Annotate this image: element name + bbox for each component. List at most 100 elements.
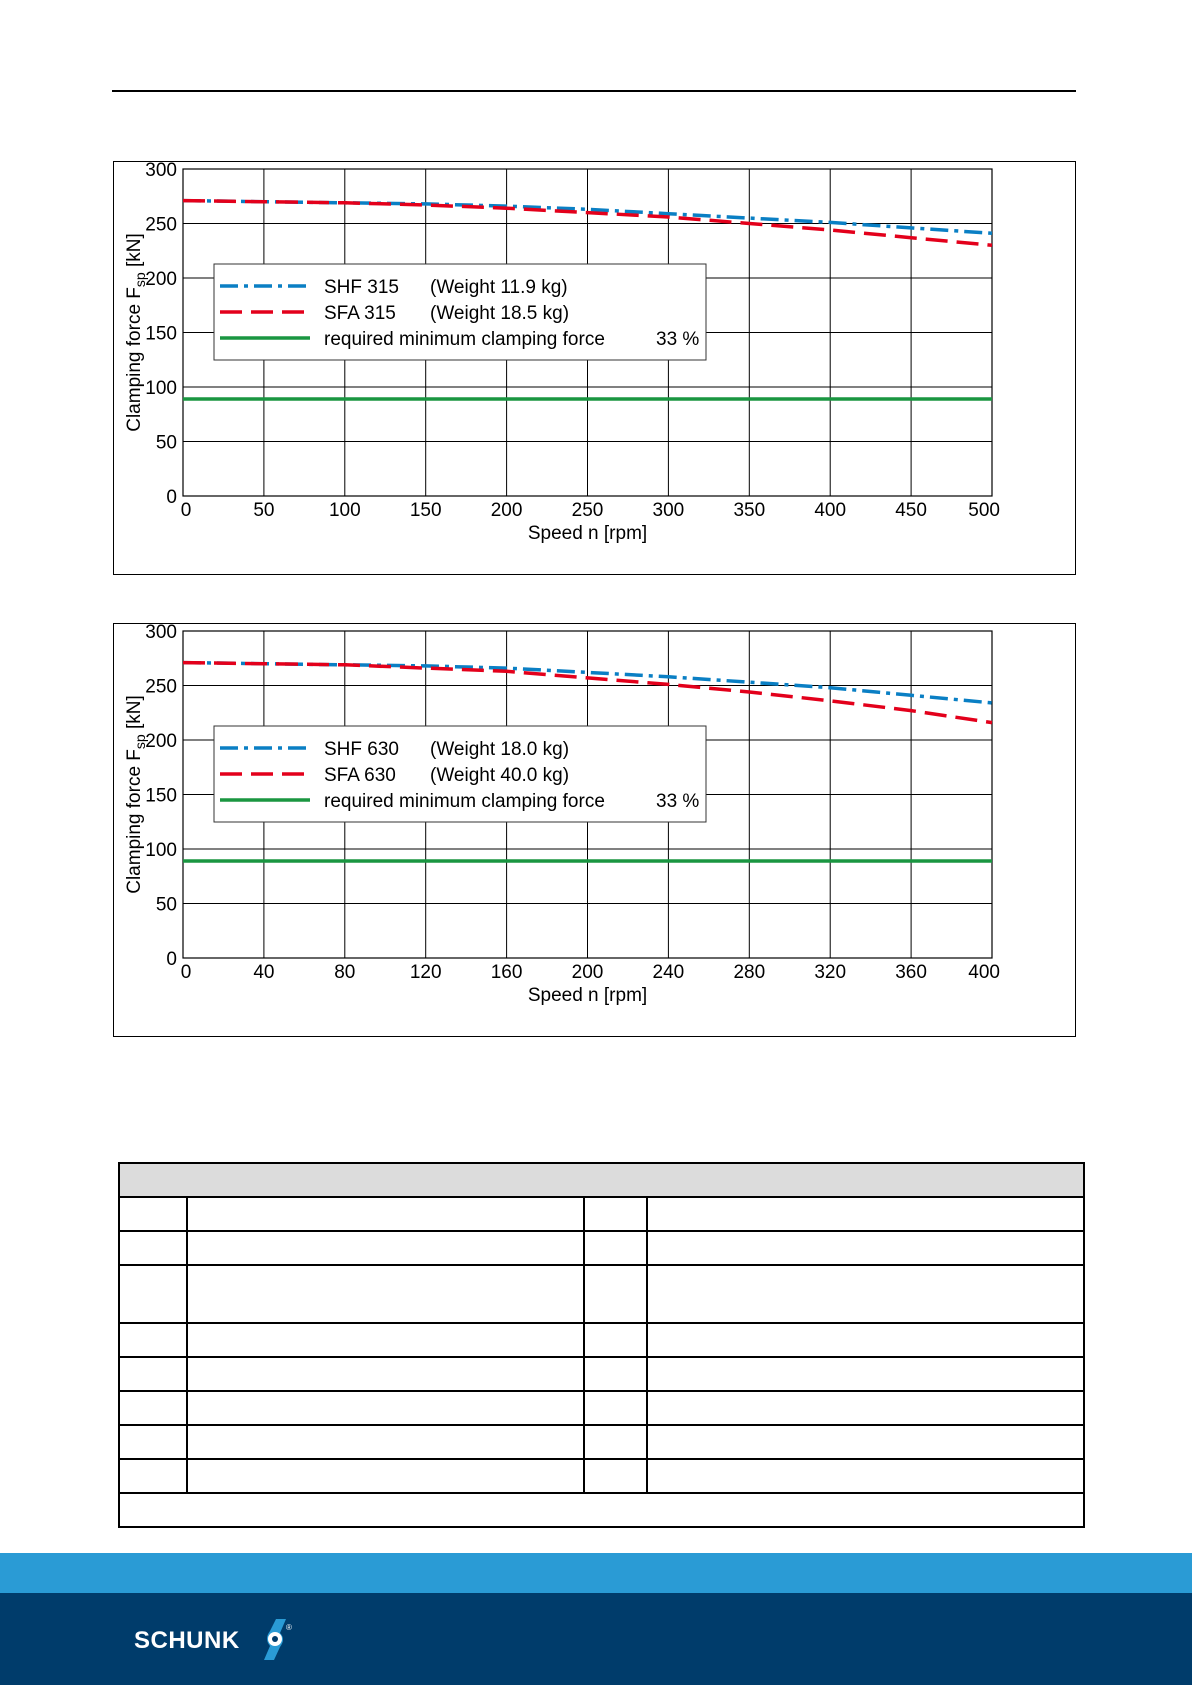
table-row [118, 1264, 1085, 1324]
y-tick-label: 100 [145, 378, 177, 399]
table-cell [118, 1424, 188, 1460]
legend-label: required minimum clamping force [324, 791, 605, 812]
y-axis-label-subscript: sp [132, 734, 148, 749]
plot-area [182, 630, 993, 959]
series-line [182, 198, 993, 248]
table-cell [186, 1424, 585, 1460]
data-table [118, 1162, 1085, 1528]
legend-note: (Weight 40.0 kg) [430, 765, 569, 786]
table-cell [583, 1196, 648, 1232]
y-tick-label: 150 [145, 786, 177, 807]
legend-label: SHF 630 [324, 739, 399, 760]
table-cell [186, 1458, 585, 1494]
table-cell [118, 1264, 188, 1324]
footer-accent-stripe [0, 1553, 1192, 1593]
legend-label: SHF 315 [324, 277, 399, 298]
x-tick-label: 280 [733, 962, 765, 983]
legend: SHF 315 (Weight 11.9 kg) SFA 315 (Weight 18… [213, 263, 707, 361]
table-row [118, 1322, 1085, 1358]
x-axis-label: Speed n [rpm] [528, 985, 647, 1006]
clamping-force-chart-315: 0 50 100 150 200 250 300 350 400 450 500 0 50 100 150 2… [113, 160, 1076, 575]
table-cell [186, 1264, 585, 1324]
table-row [118, 1356, 1085, 1392]
table-cell [583, 1322, 648, 1358]
table-cell [118, 1356, 188, 1392]
x-tick-label: 0 [181, 962, 192, 983]
x-tick-label: 300 [653, 500, 685, 521]
x-tick-label: 160 [491, 962, 523, 983]
table-header-cell [118, 1162, 1085, 1198]
y-axis-label: Clamping force Fsp [kN] [124, 695, 148, 894]
table-cell [646, 1458, 1085, 1494]
table-row [118, 1390, 1085, 1426]
table-cell [583, 1356, 648, 1392]
x-tick-label: 200 [572, 962, 604, 983]
y-tick-label: 200 [145, 731, 177, 752]
logo-registered-mark: ® [286, 1623, 292, 1632]
y-axis-label: Clamping force Fsp [kN] [124, 233, 148, 432]
x-axis-label: Speed n [rpm] [528, 523, 647, 544]
legend-label: SFA 630 [324, 765, 396, 786]
legend-note: (Weight 18.5 kg) [430, 303, 569, 324]
legend-note: 33 % [656, 791, 699, 812]
y-tick-label: 150 [145, 324, 177, 345]
table-cell [118, 1322, 188, 1358]
table-cell [118, 1196, 188, 1232]
x-tick-label: 50 [253, 500, 274, 521]
table-cell [646, 1264, 1085, 1324]
plot-area [182, 168, 993, 497]
schunk-logo: SCHUNK ® [134, 1616, 294, 1662]
y-tick-label: 250 [145, 215, 177, 236]
y-axis-label-unit: [kN] [124, 233, 145, 272]
y-tick-label: 50 [156, 433, 177, 454]
x-tick-label: 400 [814, 500, 846, 521]
table-row [118, 1196, 1085, 1232]
x-tick-label: 150 [410, 500, 442, 521]
table-cell [646, 1356, 1085, 1392]
table-row [118, 1458, 1085, 1494]
x-tick-label: 0 [181, 500, 192, 521]
table-cell [583, 1424, 648, 1460]
y-tick-label: 200 [145, 269, 177, 290]
table-cell [186, 1230, 585, 1266]
legend-note: (Weight 18.0 kg) [430, 739, 569, 760]
x-tick-label: 250 [572, 500, 604, 521]
table-cell [118, 1458, 188, 1494]
y-tick-label: 100 [145, 840, 177, 861]
table-cell [583, 1264, 648, 1324]
table-cell [186, 1390, 585, 1426]
table-cell [118, 1230, 188, 1266]
table-row [118, 1424, 1085, 1460]
table-cell [118, 1390, 188, 1426]
clamping-force-chart-630: 0 40 80 120 160 200 240 280 320 360 400 0 50 100 150 20… [113, 622, 1076, 1037]
y-axis-label-main: Clamping force F [124, 749, 145, 894]
x-tick-label: 400 [968, 962, 1000, 983]
table-cell [646, 1390, 1085, 1426]
table-footer-row [118, 1492, 1085, 1528]
chart-svg: 0 50 100 150 200 250 300 350 400 450 500 0 50 100 150 2… [124, 160, 1000, 544]
x-tick-label: 200 [491, 500, 523, 521]
logo-wordmark: SCHUNK [134, 1627, 240, 1654]
x-tick-label: 320 [814, 962, 846, 983]
table-cell [583, 1230, 648, 1266]
table-cell [583, 1390, 648, 1426]
y-tick-label: 0 [166, 487, 177, 508]
x-tick-label: 80 [334, 962, 355, 983]
table-cell [646, 1424, 1085, 1460]
legend-note: 33 % [656, 329, 699, 350]
table-cell [646, 1322, 1085, 1358]
x-tick-label: 40 [253, 962, 274, 983]
legend-label: SFA 315 [324, 303, 396, 324]
y-axis-label-subscript: sp [132, 272, 148, 287]
legend-label: required minimum clamping force [324, 329, 605, 350]
y-tick-label: 50 [156, 895, 177, 916]
table-footer-cell [118, 1492, 1085, 1528]
y-tick-label: 250 [145, 677, 177, 698]
legend-note: (Weight 11.9 kg) [430, 277, 568, 298]
y-tick-label: 300 [145, 622, 177, 643]
y-axis-label-unit: [kN] [124, 695, 145, 734]
table-cell [583, 1458, 648, 1494]
table-cell [186, 1356, 585, 1392]
header-rule [112, 90, 1076, 92]
table-cell [186, 1196, 585, 1232]
